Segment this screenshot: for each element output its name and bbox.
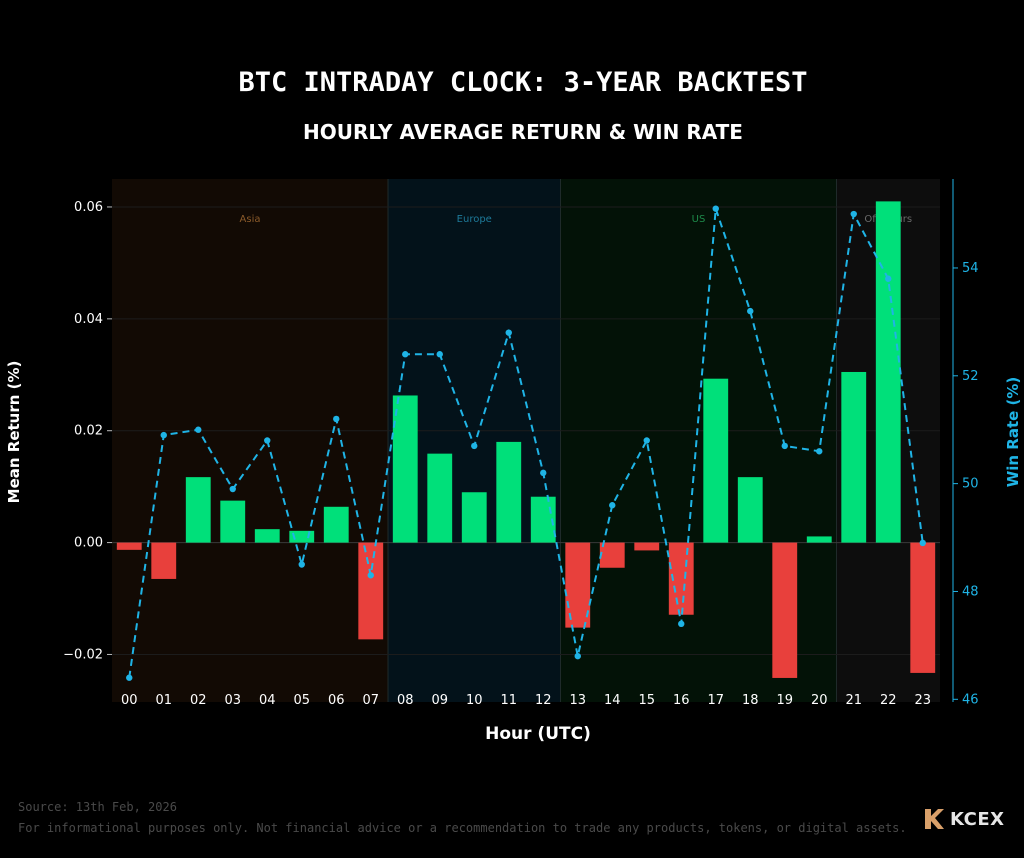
win-rate-point-12 xyxy=(540,469,547,477)
x-tick-label: 01 xyxy=(155,693,172,708)
bar-14 xyxy=(599,542,625,568)
x-tick-label: 02 xyxy=(190,693,207,708)
chart-subtitle: HOURLY AVERAGE RETURN & WIN RATE xyxy=(303,120,743,144)
x-tick-label: 22 xyxy=(880,693,897,708)
bar-18 xyxy=(737,477,763,543)
win-rate-point-01 xyxy=(160,431,167,439)
x-tick-label: 09 xyxy=(431,693,448,708)
win-rate-point-13 xyxy=(574,652,581,660)
x-tick-label: 15 xyxy=(638,693,655,708)
x-tick-label: 12 xyxy=(535,693,552,708)
x-tick-label: 16 xyxy=(673,693,690,708)
x-tick-label: 07 xyxy=(362,693,379,708)
win-rate-point-10 xyxy=(471,442,478,450)
x-tick-label: 21 xyxy=(845,693,862,708)
x-tick-label: 00 xyxy=(121,693,138,708)
win-rate-point-07 xyxy=(367,572,374,579)
bar-06 xyxy=(323,506,349,543)
x-tick-label: 08 xyxy=(397,693,414,708)
kcex-logo-icon xyxy=(925,809,944,829)
disclaimer-note: For informational purposes only. Not fin… xyxy=(18,821,907,835)
x-tick-label: 23 xyxy=(914,693,931,708)
bar-08 xyxy=(392,395,418,543)
y-tick-label: −0.02 xyxy=(63,647,103,662)
session-zones: AsiaEuropeUSOff-Hours xyxy=(112,179,940,702)
bar-22 xyxy=(875,201,901,543)
bar-03 xyxy=(220,500,246,543)
win-rate-line xyxy=(126,205,926,681)
x-tick-label: 19 xyxy=(776,693,793,708)
win-rate-point-00 xyxy=(126,674,133,681)
bar-05 xyxy=(289,530,315,543)
x-axis-label: Hour (UTC) xyxy=(485,724,591,744)
x-tick-label: 11 xyxy=(500,693,517,708)
x-tick-label: 05 xyxy=(293,693,310,708)
bar-01 xyxy=(151,542,177,579)
x-tick-label: 06 xyxy=(328,693,345,708)
source-note: Source: 13th Feb, 2026 xyxy=(18,800,177,814)
win-rate-point-03 xyxy=(229,485,236,493)
bar-19 xyxy=(772,542,798,678)
bar-02 xyxy=(185,477,211,543)
bar-17 xyxy=(703,378,729,543)
bar-00 xyxy=(116,542,142,550)
session-zone-asia xyxy=(112,179,388,702)
bar-21 xyxy=(841,371,867,543)
bar-04 xyxy=(254,529,280,543)
win-rate-point-22 xyxy=(885,275,892,282)
session-label-us: US xyxy=(692,214,706,225)
win-rate-point-02 xyxy=(195,426,202,433)
y2-tick-label: 48 xyxy=(962,584,979,599)
y2-tick-label: 46 xyxy=(962,692,979,707)
bar-07 xyxy=(358,542,384,640)
win-rate-point-20 xyxy=(816,448,823,455)
win-rate-point-18 xyxy=(747,307,754,315)
brand-name: KCEX xyxy=(950,808,1005,830)
bar-10 xyxy=(461,492,487,543)
win-rate-point-06 xyxy=(333,415,340,423)
win-rate-point-19 xyxy=(781,442,788,450)
win-rate-point-21 xyxy=(850,210,857,218)
y2-axis-label: Win Rate (%) xyxy=(1004,377,1022,488)
chart-title: BTC INTRADAY CLOCK: 3-YEAR BACKTEST xyxy=(239,67,808,98)
win-rate-point-16 xyxy=(678,620,685,628)
bar-15 xyxy=(634,542,660,551)
x-tick-label: 03 xyxy=(224,693,241,708)
win-rate-point-14 xyxy=(609,502,616,509)
axes: −0.02 0.00 0.02 0.04 0.06 46 48 50 52 54 00 01 02 03 0… xyxy=(63,179,979,708)
bar-23 xyxy=(910,542,936,673)
win-rate-point-23 xyxy=(919,539,926,547)
y2-tick-label: 50 xyxy=(962,477,979,492)
x-tick-label: 17 xyxy=(707,693,724,708)
x-tick-label: 20 xyxy=(811,693,828,708)
win-rate-point-04 xyxy=(264,437,271,444)
grid-lines xyxy=(112,206,940,655)
x-tick-label: 14 xyxy=(604,693,621,708)
win-rate-point-08 xyxy=(402,351,409,358)
win-rate-point-15 xyxy=(643,437,650,444)
x-tick-label: 18 xyxy=(742,693,759,708)
win-rate-point-09 xyxy=(436,351,443,358)
win-rate-point-17 xyxy=(712,205,719,212)
win-rate-point-05 xyxy=(298,561,305,568)
win-rate-point-11 xyxy=(505,329,512,336)
brand-logo[interactable]: KCEX xyxy=(922,806,1005,832)
y2-tick-label: 52 xyxy=(962,369,979,384)
bar-11 xyxy=(496,441,522,543)
y2-tick-label: 54 xyxy=(962,261,979,276)
y-tick-label: 0.00 xyxy=(74,536,103,551)
bar-09 xyxy=(427,453,453,543)
x-tick-label: 04 xyxy=(259,693,276,708)
y-tick-label: 0.04 xyxy=(74,312,103,327)
y-axis-label: Mean Return (%) xyxy=(5,361,23,504)
y-tick-label: 0.02 xyxy=(74,424,103,439)
session-label-asia: Asia xyxy=(240,214,261,225)
y-tick-label: 0.06 xyxy=(74,200,103,215)
x-tick-label: 13 xyxy=(569,693,586,708)
x-tick-label: 10 xyxy=(466,693,483,708)
win-rate-polyline xyxy=(128,208,924,678)
session-label-europe: Europe xyxy=(457,214,492,225)
bar-20 xyxy=(806,536,832,543)
